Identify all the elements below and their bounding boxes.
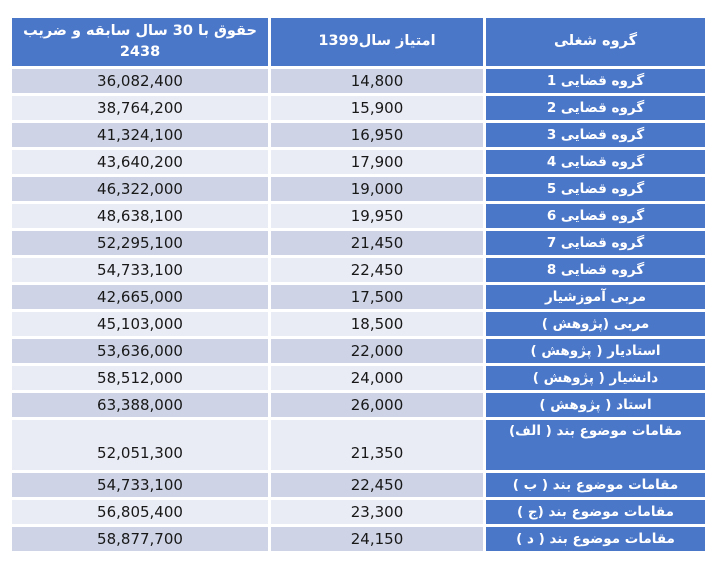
job-group-cell: گروه قضایی 8 bbox=[486, 258, 705, 282]
score-cell: 17,900 bbox=[271, 150, 483, 174]
job-group-cell: گروه قضایی 4 bbox=[486, 150, 705, 174]
job-group-cell: استادیار ( پژوهش ) bbox=[486, 339, 705, 363]
job-group-cell: مقامات موضوع بند ( ب ) bbox=[486, 473, 705, 497]
salary-cell: 38,764,200 bbox=[12, 96, 268, 120]
table-row: گروه قضایی 4 17,900 43,640,200 bbox=[12, 150, 705, 174]
score-cell: 22,000 bbox=[271, 339, 483, 363]
salary-cell: 54,733,100 bbox=[12, 258, 268, 282]
job-group-cell: استاد ( پژوهش ) bbox=[486, 393, 705, 417]
table-row: مقامات موضوع بند ( د ) 24,150 58,877,700 bbox=[12, 527, 705, 551]
table-row: گروه قضایی 7 21,450 52,295,100 bbox=[12, 231, 705, 255]
job-group-cell: مقامات موضوع بند ( د ) bbox=[486, 527, 705, 551]
job-group-cell: مقامات موضوع بند (ج ) bbox=[486, 500, 705, 524]
salary-cell: 58,877,700 bbox=[12, 527, 268, 551]
score-cell: 24,150 bbox=[271, 527, 483, 551]
header-salary-line1: حقوق با 30 سال سابقه و ضریب bbox=[23, 22, 257, 39]
table-row: مقامات موضوع بند (ج ) 23,300 56,805,400 bbox=[12, 500, 705, 524]
score-cell: 14,800 bbox=[271, 69, 483, 93]
salary-cell: 58,512,000 bbox=[12, 366, 268, 390]
salary-cell: 63,388,000 bbox=[12, 393, 268, 417]
table-row: استاد ( پژوهش ) 26,000 63,388,000 bbox=[12, 393, 705, 417]
salary-cell: 43,640,200 bbox=[12, 150, 268, 174]
score-cell: 21,450 bbox=[271, 231, 483, 255]
job-group-cell: گروه قضایی 3 bbox=[486, 123, 705, 147]
job-group-cell: گروه قضایی 1 bbox=[486, 69, 705, 93]
salary-table: گروه شغلی امتیاز سال1399 حقوق با 30 سال … bbox=[9, 15, 708, 554]
score-cell: 17,500 bbox=[271, 285, 483, 309]
table-row: مربی (پژوهش ) 18,500 45,103,000 bbox=[12, 312, 705, 336]
header-salary-line2: 2438 bbox=[119, 44, 161, 60]
salary-cell: 54,733,100 bbox=[12, 473, 268, 497]
job-group-cell: دانشیار ( پژوهش ) bbox=[486, 366, 705, 390]
salary-cell: 41,324,100 bbox=[12, 123, 268, 147]
table-row: گروه قضایی 6 19,950 48,638,100 bbox=[12, 204, 705, 228]
score-cell: 22,450 bbox=[271, 258, 483, 282]
score-cell: 22,450 bbox=[271, 473, 483, 497]
table-row: استادیار ( پژوهش ) 22,000 53,636,000 bbox=[12, 339, 705, 363]
table-body: گروه قضایی 1 14,800 36,082,400 گروه قضای… bbox=[12, 69, 705, 551]
score-cell: 23,300 bbox=[271, 500, 483, 524]
header-score-1399: امتیاز سال1399 bbox=[271, 18, 483, 66]
salary-cell: 56,805,400 bbox=[12, 500, 268, 524]
salary-cell: 36,082,400 bbox=[12, 69, 268, 93]
salary-cell: 48,638,100 bbox=[12, 204, 268, 228]
header-salary: حقوق با 30 سال سابقه و ضریب 2438 bbox=[12, 18, 268, 66]
job-group-cell: گروه قضایی 2 bbox=[486, 96, 705, 120]
table-row: گروه قضایی 2 15,900 38,764,200 bbox=[12, 96, 705, 120]
salary-cell: 42,665,000 bbox=[12, 285, 268, 309]
table-header-row: گروه شغلی امتیاز سال1399 حقوق با 30 سال … bbox=[12, 18, 705, 66]
salary-cell: 52,295,100 bbox=[12, 231, 268, 255]
job-group-cell: گروه قضایی 7 bbox=[486, 231, 705, 255]
score-cell: 15,900 bbox=[271, 96, 483, 120]
job-group-cell: گروه قضایی 6 bbox=[486, 204, 705, 228]
score-cell: 24,000 bbox=[271, 366, 483, 390]
table-row: گروه قضایی 1 14,800 36,082,400 bbox=[12, 69, 705, 93]
score-cell: 16,950 bbox=[271, 123, 483, 147]
salary-cell: 52,051,300 bbox=[12, 420, 268, 470]
salary-cell: 45,103,000 bbox=[12, 312, 268, 336]
table-row: گروه قضایی 5 19,000 46,322,000 bbox=[12, 177, 705, 201]
job-group-cell: مربی آموزشیار bbox=[486, 285, 705, 309]
table-row: گروه قضایی 3 16,950 41,324,100 bbox=[12, 123, 705, 147]
table-row: مقامات موضوع بند ( الف) 21,350 52,051,30… bbox=[12, 420, 705, 470]
table-row: مربی آموزشیار 17,500 42,665,000 bbox=[12, 285, 705, 309]
score-cell: 19,000 bbox=[271, 177, 483, 201]
score-cell: 26,000 bbox=[271, 393, 483, 417]
header-job-group: گروه شغلی bbox=[486, 18, 705, 66]
score-cell: 19,950 bbox=[271, 204, 483, 228]
table-row: دانشیار ( پژوهش ) 24,000 58,512,000 bbox=[12, 366, 705, 390]
score-cell: 18,500 bbox=[271, 312, 483, 336]
job-group-cell: مربی (پژوهش ) bbox=[486, 312, 705, 336]
job-group-cell: مقامات موضوع بند ( الف) bbox=[486, 420, 705, 470]
salary-cell: 46,322,000 bbox=[12, 177, 268, 201]
salary-cell: 53,636,000 bbox=[12, 339, 268, 363]
job-group-cell: گروه قضایی 5 bbox=[486, 177, 705, 201]
table-row: مقامات موضوع بند ( ب ) 22,450 54,733,100 bbox=[12, 473, 705, 497]
table-row: گروه قضایی 8 22,450 54,733,100 bbox=[12, 258, 705, 282]
score-cell: 21,350 bbox=[271, 420, 483, 470]
